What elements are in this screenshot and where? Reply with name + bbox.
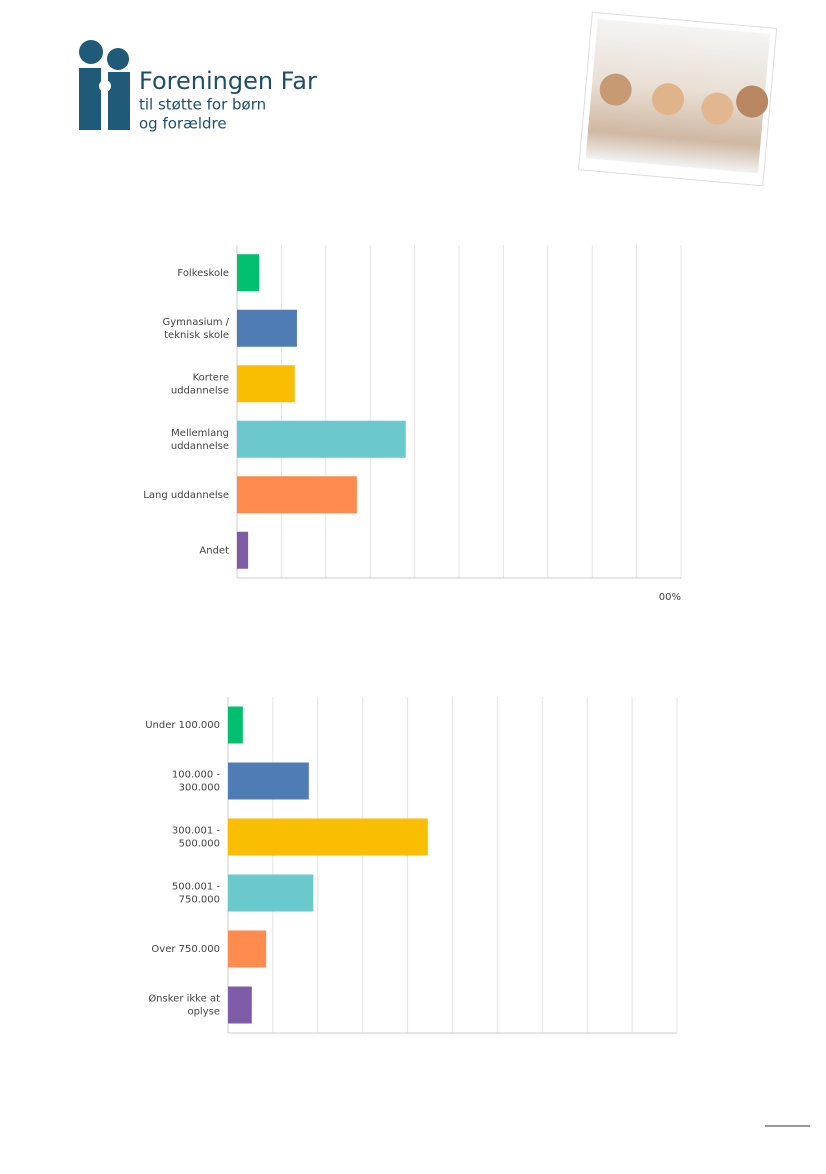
bar	[228, 706, 243, 744]
bar	[228, 762, 309, 800]
bar	[237, 531, 249, 569]
photo	[578, 11, 778, 187]
bar	[237, 365, 295, 403]
category-label: Ønsker ikke at oplyse	[148, 993, 220, 1018]
category-label: Under 100.000	[145, 720, 220, 731]
bar	[237, 309, 297, 347]
category-label: Mellemlang uddannelse	[171, 428, 229, 452]
bar	[228, 986, 252, 1024]
logo-name: Foreningen Far	[139, 67, 317, 95]
bar	[237, 420, 406, 458]
category-label: 300.001 -500.000	[172, 826, 221, 850]
bar	[237, 254, 260, 292]
bar	[228, 818, 428, 856]
category-label: Over 750.000	[151, 944, 220, 955]
bar	[228, 874, 314, 912]
category-label: 100.000 -300.000	[172, 770, 221, 794]
category-label: Gymnasium / teknisk skole	[163, 317, 230, 341]
x-tick-label: 00%	[659, 592, 681, 603]
category-label: Andet	[199, 545, 229, 556]
bar	[228, 930, 267, 968]
logo-mark	[79, 40, 130, 130]
category-label: 500.001 -750.000	[172, 882, 221, 906]
category-label: Folkeskole	[177, 268, 229, 279]
bar	[237, 476, 357, 514]
category-label: Lang uddannelse	[143, 490, 229, 501]
logo-tagline: til støtte for børn	[139, 96, 266, 114]
logo-tagline: og forældre	[139, 115, 227, 133]
category-label: Kortere uddannelse	[171, 372, 229, 396]
